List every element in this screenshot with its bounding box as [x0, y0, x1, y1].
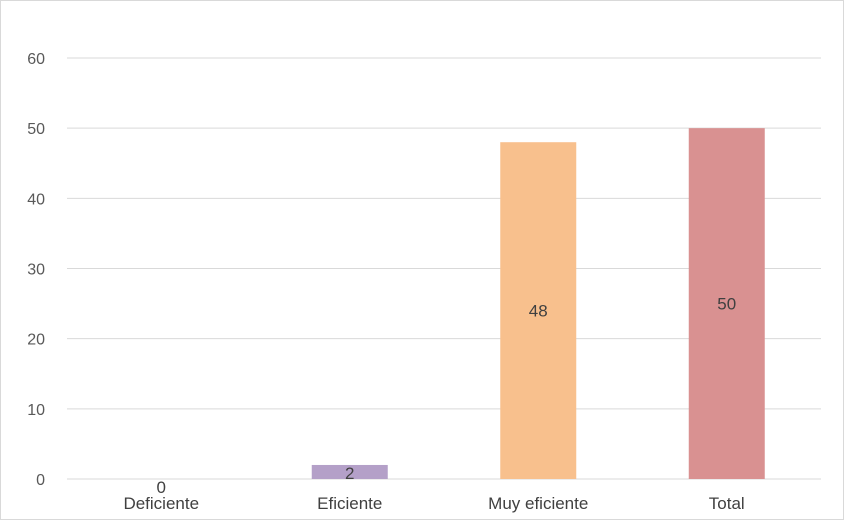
y-tick-label: 60: [27, 51, 45, 68]
x-category-label: Muy eficiente: [488, 494, 588, 513]
y-tick-label: 50: [27, 121, 45, 138]
bar-total: [688, 128, 765, 479]
data-label: 2: [345, 464, 354, 483]
x-category-label: Eficiente: [317, 494, 382, 513]
y-tick-label: 40: [27, 191, 45, 208]
x-category-label: Total: [709, 494, 745, 513]
bar-eficiente: [311, 464, 388, 479]
data-label: 0: [157, 478, 166, 497]
y-tick-label: 30: [27, 262, 45, 279]
bar-muy-eficiente: [500, 142, 577, 479]
y-tick-label: 20: [27, 332, 45, 349]
data-label: 50: [717, 295, 736, 314]
x-category-label: Deficiente: [123, 494, 199, 513]
y-tick-label: 10: [27, 402, 45, 419]
data-label: 48: [529, 302, 548, 321]
y-tick-label: 0: [36, 472, 45, 489]
